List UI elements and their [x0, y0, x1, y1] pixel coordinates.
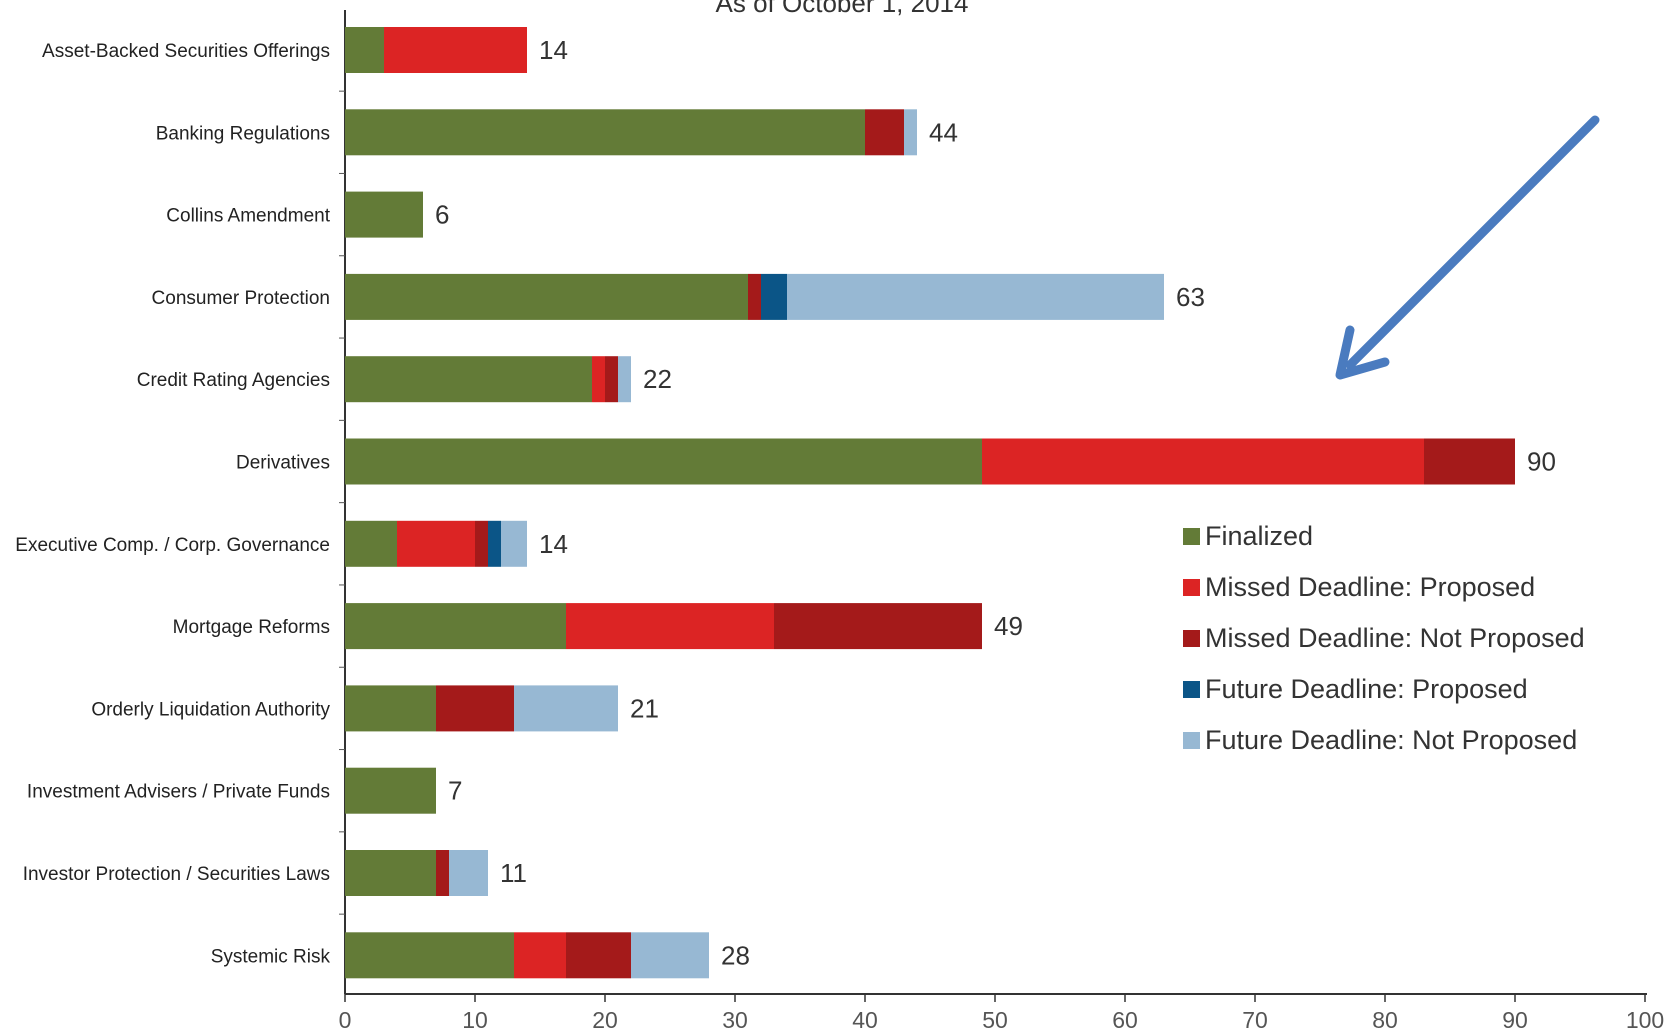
- bar-total-label: 90: [1527, 447, 1556, 477]
- bar-segment-missed-deadline-proposed: [566, 603, 774, 650]
- bar-group: Asset-Backed Securities Offerings 14: [42, 27, 568, 73]
- category-label: Executive Comp. / Corp. Governance: [15, 535, 330, 556]
- bar-segment-finalized: [345, 438, 982, 485]
- category-label: Mortgage Reforms: [173, 617, 330, 638]
- bar-total-label: 22: [643, 364, 672, 394]
- bar-segment-missed-deadline-proposed: [514, 932, 566, 979]
- bar-segment-future-deadline-proposed: [761, 273, 787, 320]
- bar-group: Investor Protection / Securities Laws 11: [23, 850, 527, 896]
- bar-group: Derivatives 90: [236, 438, 1556, 485]
- x-tick-label: 90: [1502, 1007, 1528, 1031]
- bar-segment-future-deadline-not-proposed: [787, 273, 1164, 320]
- category-label: Credit Rating Agencies: [137, 370, 330, 391]
- x-tick-label: 60: [1112, 1007, 1138, 1031]
- bar-segment-missed-deadline-not-proposed: [748, 273, 761, 320]
- category-label: Consumer Protection: [152, 288, 330, 309]
- chart-subtitle: As of October 1, 2014: [716, 0, 969, 18]
- bar-total-label: 6: [435, 200, 449, 230]
- x-tick-label: 10: [462, 1007, 488, 1031]
- x-tick-label: 70: [1242, 1007, 1268, 1031]
- bar-segment-finalized: [345, 191, 423, 238]
- category-label: Banking Regulations: [156, 123, 330, 144]
- bar-segment-missed-deadline-not-proposed: [865, 109, 904, 156]
- bar-segment-missed-deadline-proposed: [384, 27, 527, 73]
- bar-segment-future-deadline-not-proposed: [904, 109, 917, 156]
- bar-group: Mortgage Reforms 49: [173, 603, 1023, 650]
- bar-segment-future-deadline-not-proposed: [618, 356, 631, 403]
- bar-total-label: 28: [721, 940, 750, 970]
- bar-segment-finalized: [345, 273, 748, 320]
- bar-total-label: 49: [994, 611, 1023, 641]
- legend-swatch: [1183, 732, 1200, 749]
- bar-segment-finalized: [345, 520, 397, 567]
- x-tick-label: 30: [722, 1007, 748, 1031]
- x-tick-label: 20: [592, 1007, 618, 1031]
- bar-segment-finalized: [345, 767, 436, 814]
- legend-swatch: [1183, 528, 1200, 545]
- bar-segment-missed-deadline-not-proposed: [566, 932, 631, 979]
- legend-label: Finalized: [1205, 521, 1313, 551]
- bar-group: Executive Comp. / Corp. Governance 14: [15, 520, 568, 567]
- bar-total-label: 14: [539, 529, 568, 559]
- bar-segment-future-deadline-not-proposed: [449, 850, 488, 896]
- bar-total-label: 14: [539, 35, 568, 65]
- bar-total-label: 21: [630, 693, 659, 723]
- bar-segment-future-deadline-not-proposed: [501, 520, 527, 567]
- bar-segment-future-deadline-not-proposed: [514, 685, 618, 732]
- bar-segment-missed-deadline-proposed: [592, 356, 605, 403]
- bar-segment-missed-deadline-not-proposed: [605, 356, 618, 403]
- bar-group: Systemic Risk 28: [211, 932, 750, 979]
- bar-total-label: 11: [500, 858, 527, 888]
- bar-segment-missed-deadline-not-proposed: [475, 520, 488, 567]
- bar-segment-finalized: [345, 685, 436, 732]
- x-tick-label: 40: [852, 1007, 878, 1031]
- bar-total-label: 63: [1176, 282, 1205, 312]
- category-label: Investment Advisers / Private Funds: [27, 782, 330, 803]
- category-label: Systemic Risk: [211, 946, 331, 967]
- bar-segment-finalized: [345, 27, 384, 73]
- x-tick-label: 80: [1372, 1007, 1398, 1031]
- bar-group: Investment Advisers / Private Funds 7: [27, 767, 462, 814]
- bar-group: Collins Amendment 6: [166, 191, 449, 238]
- legend-label: Future Deadline: Proposed: [1205, 674, 1528, 704]
- legend-label: Missed Deadline: Not Proposed: [1205, 623, 1585, 653]
- bar-segment-missed-deadline-not-proposed: [436, 685, 514, 732]
- category-label: Asset-Backed Securities Offerings: [42, 41, 330, 62]
- x-tick-label: 50: [982, 1007, 1008, 1031]
- category-label: Orderly Liquidation Authority: [91, 699, 330, 720]
- legend-label: Missed Deadline: Proposed: [1205, 572, 1535, 602]
- annotation-arrow-shaft: [1345, 115, 1600, 370]
- bar-segment-future-deadline-not-proposed: [631, 932, 709, 979]
- legend-swatch: [1183, 681, 1200, 698]
- x-tick-label: 100: [1626, 1007, 1664, 1031]
- category-label: Collins Amendment: [166, 206, 330, 227]
- category-label: Derivatives: [236, 453, 330, 474]
- bar-segment-finalized: [345, 109, 865, 156]
- category-label: Investor Protection / Securities Laws: [23, 864, 330, 885]
- bar-total-label: 44: [929, 117, 958, 147]
- bar-group: Banking Regulations 44: [156, 109, 958, 156]
- legend-swatch: [1183, 579, 1200, 596]
- bar-segment-missed-deadline-not-proposed: [1424, 438, 1515, 485]
- bar-segment-missed-deadline-proposed: [982, 438, 1424, 485]
- bar-total-label: 7: [448, 776, 462, 806]
- bar-group: Consumer Protection 63: [152, 273, 1205, 320]
- legend-label: Future Deadline: Not Proposed: [1205, 725, 1577, 755]
- bar-segment-finalized: [345, 850, 436, 896]
- x-tick-label: 0: [339, 1007, 352, 1031]
- legend-swatch: [1183, 630, 1200, 647]
- bar-segment-finalized: [345, 603, 566, 650]
- bar-segment-finalized: [345, 356, 592, 403]
- bar-segment-finalized: [345, 932, 514, 979]
- bar-segment-missed-deadline-not-proposed: [436, 850, 449, 896]
- bar-segment-missed-deadline-proposed: [397, 520, 475, 567]
- bar-group: Orderly Liquidation Authority 21: [91, 685, 659, 732]
- bar-segment-missed-deadline-not-proposed: [774, 603, 982, 650]
- bar-group: Credit Rating Agencies 22: [137, 356, 672, 403]
- annotation-arrow-head: [1335, 325, 1390, 380]
- bar-segment-future-deadline-proposed: [488, 520, 501, 567]
